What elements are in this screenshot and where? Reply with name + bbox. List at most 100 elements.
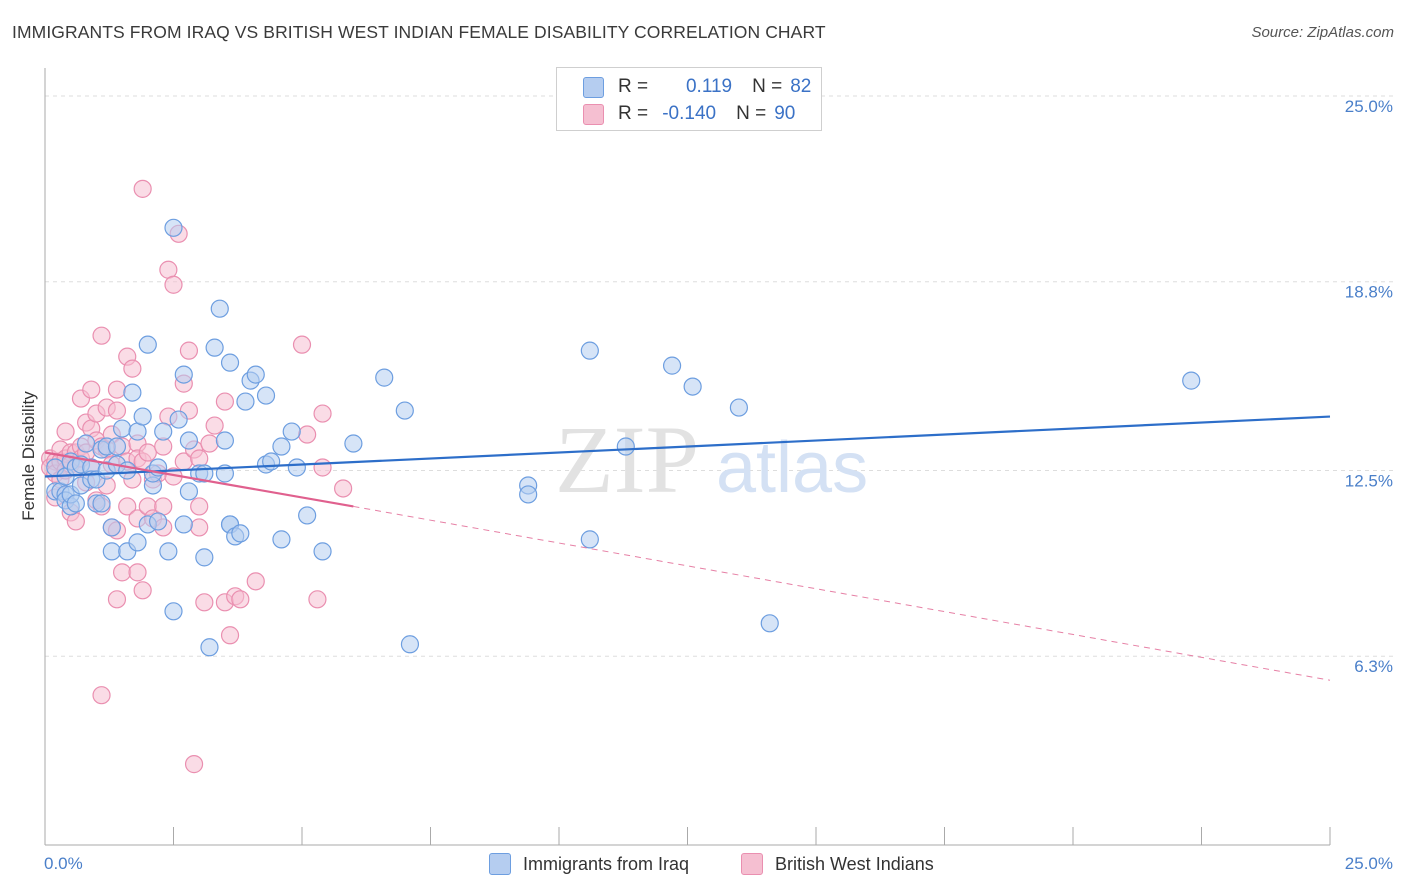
data-point <box>215 392 234 411</box>
data-point <box>236 392 255 411</box>
chart-title: IMMIGRANTS FROM IRAQ VS BRITISH WEST IND… <box>12 22 826 42</box>
data-point <box>272 437 291 456</box>
data-point <box>292 335 312 354</box>
watermark: ZIP atlas <box>555 406 868 513</box>
data-point <box>138 335 157 354</box>
y-tick-label: 12.5% <box>1345 471 1393 490</box>
data-point <box>92 686 111 705</box>
data-point <box>231 524 250 543</box>
data-point <box>112 419 132 438</box>
legend-r-value: 0.119 <box>685 76 733 97</box>
legend-r-value: -0.140 <box>662 103 717 124</box>
data-point <box>344 434 363 453</box>
data-point <box>272 530 291 549</box>
data-point <box>616 437 635 456</box>
y-tick-label: 18.8% <box>1345 283 1393 302</box>
data-point <box>580 530 599 549</box>
legend-swatch-blue <box>489 853 511 875</box>
x-tick-label: 25.0% <box>1345 854 1393 873</box>
legend-swatch-pink <box>583 103 604 125</box>
data-point <box>92 494 111 513</box>
legend-n-label: N = <box>736 103 767 124</box>
legend-label-bwi: British West Indians <box>775 853 934 874</box>
data-point <box>210 299 229 318</box>
data-point <box>246 572 265 591</box>
legend-item-iraq: Immigrants from Iraq <box>489 850 689 878</box>
data-point <box>102 518 121 537</box>
legend-n-label: N = <box>752 76 783 97</box>
tick-labels: 6.3% 12.5% 18.8% 25.0% 0.0% 25.0% <box>44 97 1393 873</box>
data-point <box>246 365 265 384</box>
legend-series: Immigrants from Iraq British West Indian… <box>0 850 1406 878</box>
data-point <box>107 437 127 456</box>
data-point <box>395 401 414 420</box>
data-point <box>205 416 224 435</box>
data-point <box>66 494 85 513</box>
data-point <box>256 386 276 405</box>
data-point <box>138 443 157 462</box>
data-point <box>56 422 75 441</box>
data-point <box>200 638 219 657</box>
data-point <box>262 452 281 471</box>
data-point <box>112 563 132 582</box>
data-point <box>400 635 420 654</box>
data-point <box>298 425 317 444</box>
data-point <box>107 401 127 420</box>
y-tick-label: 25.0% <box>1345 97 1393 116</box>
data-point <box>118 497 137 516</box>
data-point <box>102 542 121 561</box>
data-point <box>154 422 173 441</box>
data-point <box>195 548 214 567</box>
data-point <box>107 380 127 399</box>
legend-swatch-blue <box>583 76 604 98</box>
data-point <box>164 218 183 237</box>
data-point <box>313 542 332 561</box>
data-point <box>133 407 152 426</box>
data-point <box>580 341 599 360</box>
legend-n-value: 82 <box>790 76 812 97</box>
data-point <box>123 383 142 402</box>
source-label: Source: ZipAtlas.com <box>1251 24 1394 41</box>
data-point <box>519 485 538 504</box>
trend-line-iraq <box>44 415 1331 478</box>
data-point <box>375 368 394 387</box>
data-point <box>107 590 127 609</box>
data-point <box>92 326 111 345</box>
legend-label-iraq: Immigrants from Iraq <box>523 853 690 874</box>
data-point <box>760 614 779 633</box>
data-point <box>174 515 193 534</box>
data-point <box>164 275 183 294</box>
data-point <box>195 593 214 612</box>
data-point <box>298 506 317 525</box>
data-point <box>215 431 234 450</box>
data-point <box>77 434 96 453</box>
data-point <box>164 602 183 621</box>
data-point <box>179 431 199 450</box>
legend-stats: R = 0.119 N = 82 R = -0.140 N = 90 <box>556 67 822 131</box>
data-point <box>662 356 682 375</box>
data-point <box>123 359 142 378</box>
data-point <box>118 461 137 480</box>
x-tick-label: 0.0% <box>44 854 83 873</box>
data-point <box>220 353 240 372</box>
data-point <box>190 518 209 537</box>
data-point <box>683 377 702 396</box>
data-point <box>169 410 188 429</box>
legend-swatch-pink <box>741 853 763 875</box>
data-point <box>334 479 353 498</box>
legend-r-label: R = <box>618 76 649 97</box>
data-point <box>174 365 193 384</box>
legend-row-iraq: R = 0.119 N = 82 <box>583 74 811 100</box>
data-point <box>313 458 332 477</box>
data-point <box>133 581 152 600</box>
data-point <box>231 590 250 609</box>
data-point <box>200 434 219 453</box>
trend-line-bwi <box>44 451 354 508</box>
data-point <box>148 512 168 531</box>
legend-n-value: 90 <box>774 103 796 124</box>
data-point <box>205 338 224 357</box>
legend-item-bwi: British West Indians <box>741 850 934 878</box>
data-point <box>282 422 301 441</box>
data-point <box>220 626 240 645</box>
